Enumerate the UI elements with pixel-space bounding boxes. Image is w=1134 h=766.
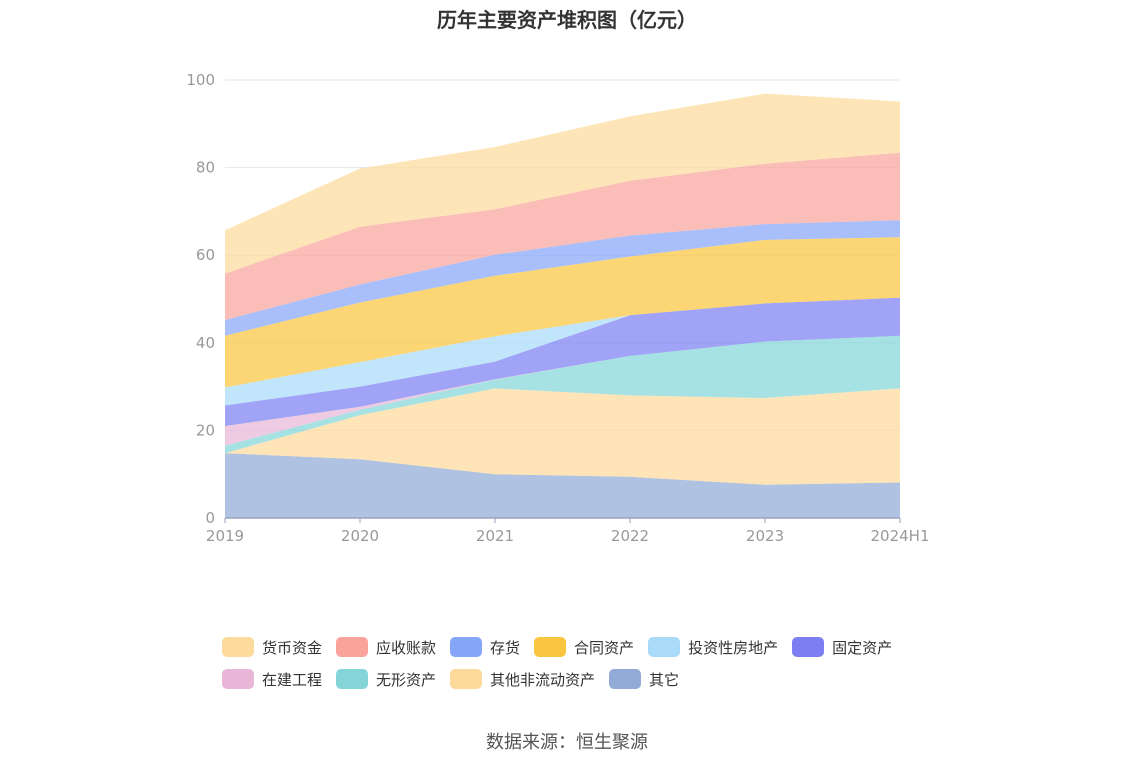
area-series bbox=[225, 297, 900, 406]
area-series bbox=[225, 220, 900, 336]
legend-label: 应收账款 bbox=[376, 638, 437, 657]
x-tick-label: 2020 bbox=[341, 527, 379, 545]
x-tick-label: 2024H1 bbox=[871, 527, 930, 545]
legend-row-2: 在建工程 无形资产 其他非流动资产 其它 bbox=[222, 663, 942, 695]
legend-label: 存货 bbox=[490, 638, 521, 657]
legend-item-intangible[interactable]: 无形资产 bbox=[336, 669, 436, 690]
legend-swatch bbox=[609, 669, 642, 689]
area-series bbox=[225, 335, 900, 454]
legend-swatch bbox=[450, 637, 483, 657]
legend-swatch bbox=[222, 669, 254, 689]
legend-swatch bbox=[534, 637, 567, 657]
area-series bbox=[225, 93, 900, 274]
area-series bbox=[225, 297, 900, 426]
legend-swatch bbox=[648, 637, 681, 657]
legend-swatch bbox=[450, 669, 483, 689]
y-tick-label: 20 bbox=[196, 421, 215, 439]
legend-label: 合同资产 bbox=[574, 638, 635, 657]
legend-item-others[interactable]: 其它 bbox=[609, 669, 679, 690]
y-tick-label: 40 bbox=[196, 334, 215, 352]
y-tick-label: 0 bbox=[205, 509, 215, 527]
legend-item-contract-assets[interactable]: 合同资产 bbox=[534, 637, 634, 658]
legend-item-construction[interactable]: 在建工程 bbox=[222, 669, 322, 690]
legend-swatch bbox=[792, 637, 825, 657]
legend-item-receivables[interactable]: 应收账款 bbox=[336, 637, 436, 658]
legend-swatch bbox=[222, 637, 254, 657]
legend-item-fixed-assets[interactable]: 固定资产 bbox=[792, 637, 892, 658]
legend: 货币资金 应收账款 存货 合同资产 投资性房地产 固定资产 在建工程 bbox=[222, 631, 942, 695]
legend-item-other-noncurrent[interactable]: 其他非流动资产 bbox=[450, 669, 595, 690]
x-tick-label: 2022 bbox=[611, 527, 649, 545]
legend-label: 其他非流动资产 bbox=[490, 670, 596, 689]
x-tick-label: 2019 bbox=[206, 527, 244, 545]
legend-item-inventory[interactable]: 存货 bbox=[450, 637, 520, 658]
y-tick-label: 80 bbox=[196, 159, 215, 177]
x-tick-label: 2021 bbox=[476, 527, 514, 545]
stacked-area-chart: 0 20 40 60 80 100 2019 2020 2021 2022 2023 2024H1 bbox=[186, 71, 930, 545]
area-series bbox=[225, 453, 900, 518]
legend-swatch bbox=[336, 669, 369, 689]
y-tick-label: 100 bbox=[186, 71, 215, 89]
legend-label: 投资性房地产 bbox=[688, 638, 779, 657]
legend-label: 货币资金 bbox=[262, 638, 323, 657]
legend-item-cash[interactable]: 货币资金 bbox=[222, 637, 322, 658]
x-tick-label: 2023 bbox=[746, 527, 784, 545]
area-series bbox=[225, 152, 900, 320]
legend-row-1: 货币资金 应收账款 存货 合同资产 投资性房地产 固定资产 bbox=[222, 631, 942, 663]
data-source: 数据来源：恒生聚源 bbox=[486, 732, 648, 753]
area-series bbox=[225, 388, 900, 485]
legend-swatch bbox=[336, 637, 369, 657]
y-tick-label: 60 bbox=[196, 246, 215, 264]
legend-label: 固定资产 bbox=[832, 638, 893, 657]
area-series bbox=[225, 237, 900, 388]
legend-label: 在建工程 bbox=[262, 670, 323, 689]
legend-item-investment-property[interactable]: 投资性房地产 bbox=[648, 637, 778, 658]
chart-title: 历年主要资产堆积图（亿元） bbox=[437, 8, 697, 32]
legend-label: 其它 bbox=[649, 670, 680, 689]
legend-label: 无形资产 bbox=[376, 670, 437, 689]
